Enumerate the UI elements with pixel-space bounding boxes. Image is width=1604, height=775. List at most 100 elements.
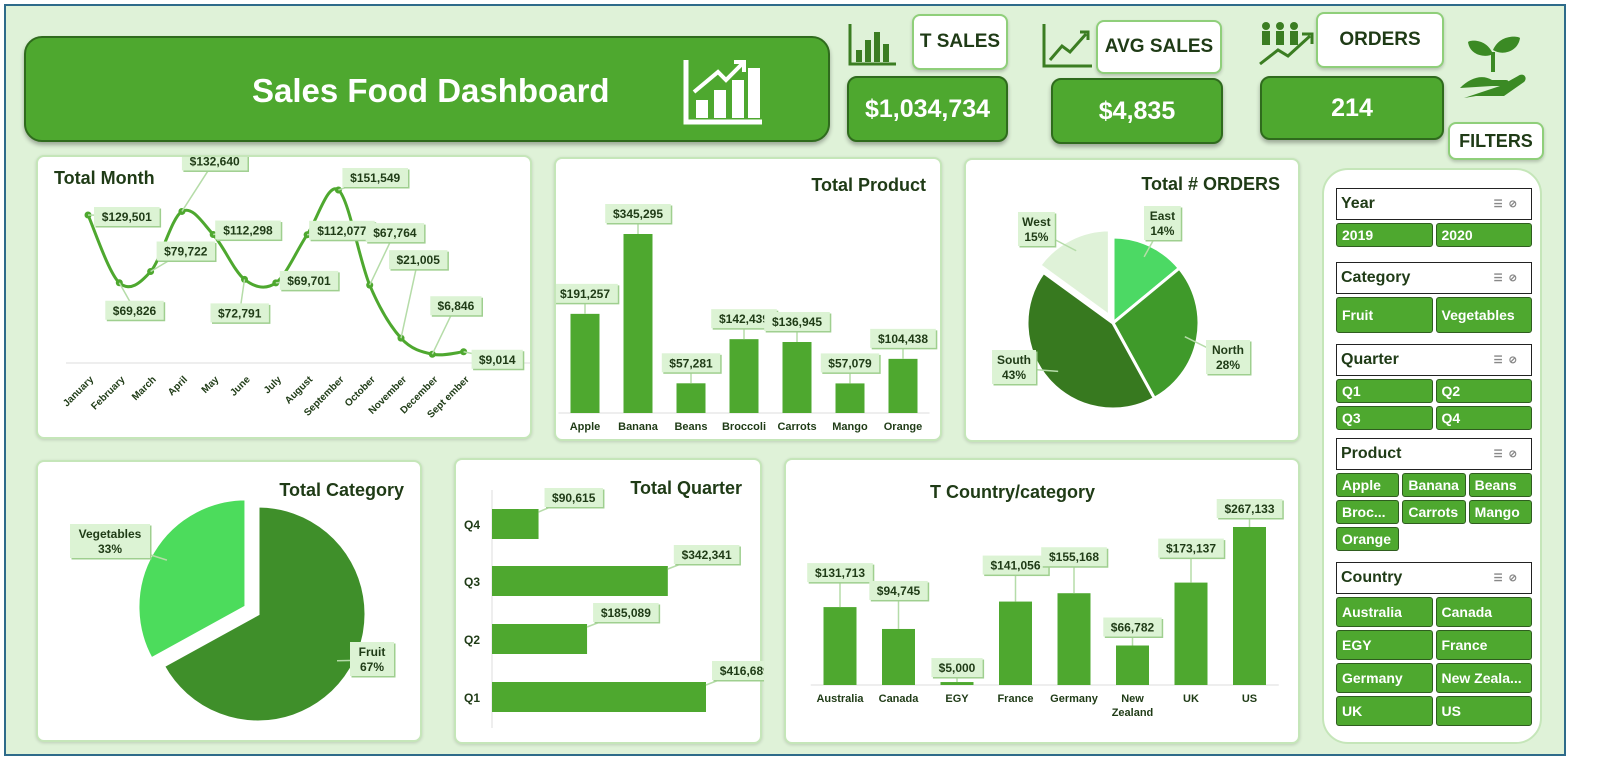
- data-label-bg: [982, 555, 1049, 575]
- data-label: $69,701: [287, 274, 331, 288]
- data-label-bg: [992, 350, 1036, 384]
- multi-select-icon[interactable]: ☰: [1493, 572, 1509, 584]
- y-tick-label: Q2: [464, 633, 480, 647]
- slicer-item[interactable]: UK: [1336, 696, 1433, 726]
- bar: [1057, 593, 1091, 685]
- x-tick-label: May: [200, 374, 222, 396]
- slicer-product: Product ☰⊘ Apple Banana Beans Broc... Carrots M…: [1336, 438, 1532, 551]
- data-label-bg: [556, 283, 618, 303]
- data-point: [209, 231, 217, 239]
- data-label-bg: [350, 642, 394, 676]
- slicer-title: Country: [1341, 569, 1403, 586]
- data-label-bg: [215, 220, 281, 240]
- clear-filter-icon[interactable]: ⊘: [1508, 198, 1523, 210]
- slicer-item[interactable]: Mango: [1468, 500, 1532, 524]
- data-label-bg: [471, 349, 523, 369]
- slicer-item[interactable]: France: [1435, 630, 1532, 660]
- data-label: $112,077: [317, 224, 367, 238]
- total-orders-card: Total # ORDERS East 14% North 28% South 43% We…: [964, 158, 1300, 442]
- pie-slice: [1111, 266, 1201, 401]
- bar: [823, 607, 857, 685]
- x-tick-label: Orange: [884, 421, 923, 433]
- bar: [492, 509, 539, 539]
- trend-line-icon: [1042, 24, 1092, 68]
- data-point: [272, 279, 280, 287]
- slicer-item[interactable]: Vegetables: [1435, 297, 1532, 333]
- multi-select-icon[interactable]: ☰: [1493, 448, 1509, 460]
- x-tick-label: July: [262, 374, 284, 396]
- clear-filter-icon[interactable]: ⊘: [1508, 572, 1523, 584]
- x-tick-label: Beans: [674, 421, 707, 433]
- category-label: North: [1212, 343, 1244, 357]
- slicer-item[interactable]: Broc...: [1336, 500, 1400, 524]
- total-quarter-card: Total Quarter Q1 $416,689 Q2 $185,089 Q3 $342…: [454, 458, 764, 744]
- multi-select-icon[interactable]: ☰: [1493, 354, 1509, 366]
- data-label-bg: [661, 353, 721, 373]
- category-label: Vegetables: [79, 527, 142, 541]
- data-label-bg: [807, 563, 873, 583]
- data-label-bg: [279, 270, 339, 290]
- data-label: $5,000: [939, 661, 976, 675]
- chart-title: Total Month: [54, 168, 155, 188]
- data-label: $129,501: [102, 210, 152, 224]
- slicer-item[interactable]: EGY: [1336, 630, 1433, 660]
- slicer-item[interactable]: New Zeala...: [1435, 663, 1532, 693]
- slicer-item[interactable]: Fruit: [1336, 297, 1433, 333]
- bar: [1116, 645, 1149, 685]
- category-label: South: [997, 353, 1031, 367]
- data-label: $104,438: [878, 332, 928, 346]
- x-tick-label: February: [89, 374, 127, 412]
- data-label-bg: [764, 312, 830, 332]
- x-tick-label: June: [228, 374, 253, 399]
- multi-select-icon[interactable]: ☰: [1493, 198, 1509, 210]
- slicer-item[interactable]: Germany: [1336, 663, 1433, 693]
- data-label-bg: [181, 157, 248, 171]
- data-label: $66,782: [1111, 621, 1155, 635]
- data-label: $342,341: [682, 548, 732, 562]
- category-label: East: [1150, 209, 1175, 223]
- x-tick-label: Broccoli: [722, 421, 766, 433]
- slicer-item[interactable]: Q3: [1336, 406, 1433, 430]
- data-label-bg: [820, 353, 880, 373]
- data-label-bg: [94, 207, 160, 227]
- slicer-item[interactable]: Q4: [1435, 406, 1532, 430]
- slicer-item[interactable]: Carrots: [1402, 500, 1466, 524]
- slicer-item[interactable]: Beans: [1468, 473, 1532, 497]
- clear-filter-icon[interactable]: ⊘: [1508, 448, 1523, 460]
- x-tick-label: Apple: [570, 421, 601, 433]
- slicer-item[interactable]: Orange: [1336, 527, 1400, 551]
- clear-filter-icon[interactable]: ⊘: [1508, 354, 1523, 366]
- bar: [492, 682, 706, 712]
- data-label-bg: [105, 300, 164, 320]
- dashboard: Sales Food Dashboard T SALES $1,034,734 …: [4, 4, 1566, 756]
- hand-plant-icon: [1460, 36, 1526, 98]
- slicer-item[interactable]: Australia: [1336, 597, 1433, 627]
- kpi-label-orders: ORDERS: [1316, 12, 1444, 68]
- bar: [882, 628, 915, 685]
- chart-title: Total # ORDERS: [1141, 174, 1280, 194]
- data-label-bg: [342, 168, 408, 187]
- slicer-item[interactable]: Apple: [1336, 473, 1400, 497]
- data-label-bg: [605, 204, 671, 223]
- bar: [729, 339, 759, 413]
- x-tick-label: New: [1121, 693, 1144, 705]
- slicer-item[interactable]: Q1: [1336, 379, 1433, 403]
- slicer-item[interactable]: Canada: [1435, 597, 1532, 627]
- bar: [492, 624, 588, 654]
- multi-select-icon[interactable]: ☰: [1493, 272, 1509, 284]
- slicer-item[interactable]: US: [1435, 696, 1532, 726]
- percent-label: 14%: [1150, 224, 1174, 238]
- data-label: $132,640: [190, 157, 240, 168]
- slicer-item[interactable]: Q2: [1435, 379, 1532, 403]
- growth-chart-icon: [683, 60, 762, 125]
- slicer-category: Category ☰⊘ Fruit Vegetables: [1336, 262, 1532, 333]
- data-label: $136,945: [772, 315, 822, 329]
- bar: [999, 601, 1032, 685]
- clear-filter-icon[interactable]: ⊘: [1508, 272, 1523, 284]
- slicer-item[interactable]: 2019: [1336, 223, 1433, 247]
- percent-label: 15%: [1024, 230, 1048, 244]
- slicer-item[interactable]: Banana: [1402, 473, 1466, 497]
- data-label: $185,089: [601, 606, 651, 620]
- slicer-item[interactable]: 2020: [1435, 223, 1532, 247]
- data-label: $21,005: [397, 253, 441, 267]
